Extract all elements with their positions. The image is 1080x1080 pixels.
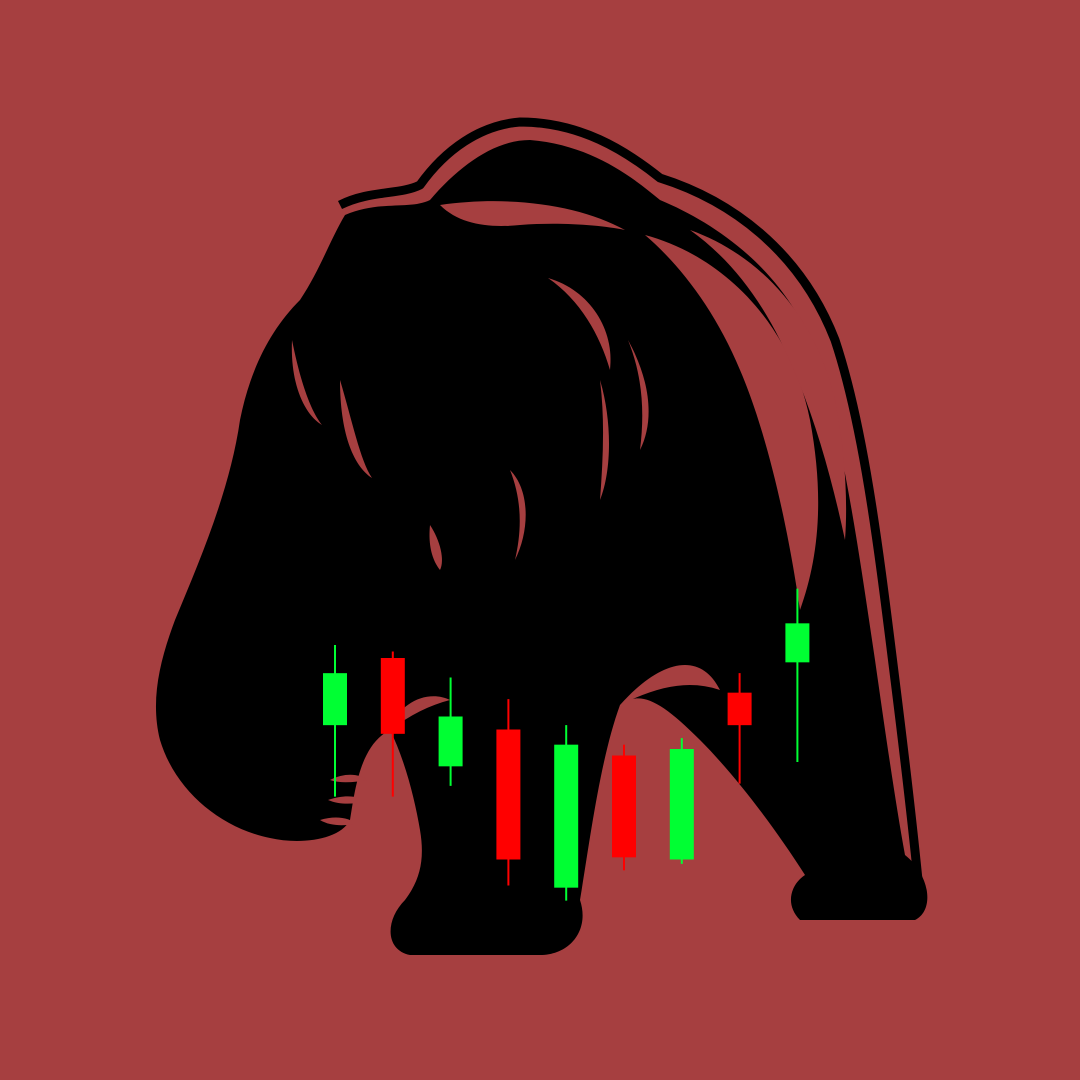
candle-body-bullish xyxy=(554,744,579,888)
candle-body-bullish xyxy=(669,749,694,860)
candle-body-bearish xyxy=(496,729,521,860)
candle-body-bearish xyxy=(380,658,405,734)
bear-outline-ring xyxy=(337,117,923,881)
candle-body-bearish xyxy=(727,692,752,726)
candle-body-bullish xyxy=(323,673,347,726)
candle-body-bullish xyxy=(438,716,463,767)
candle-body-bearish xyxy=(612,755,636,858)
candlestick-chart xyxy=(323,588,810,901)
bear-fur-highlights xyxy=(291,201,847,826)
candle-body-bullish xyxy=(785,623,810,663)
